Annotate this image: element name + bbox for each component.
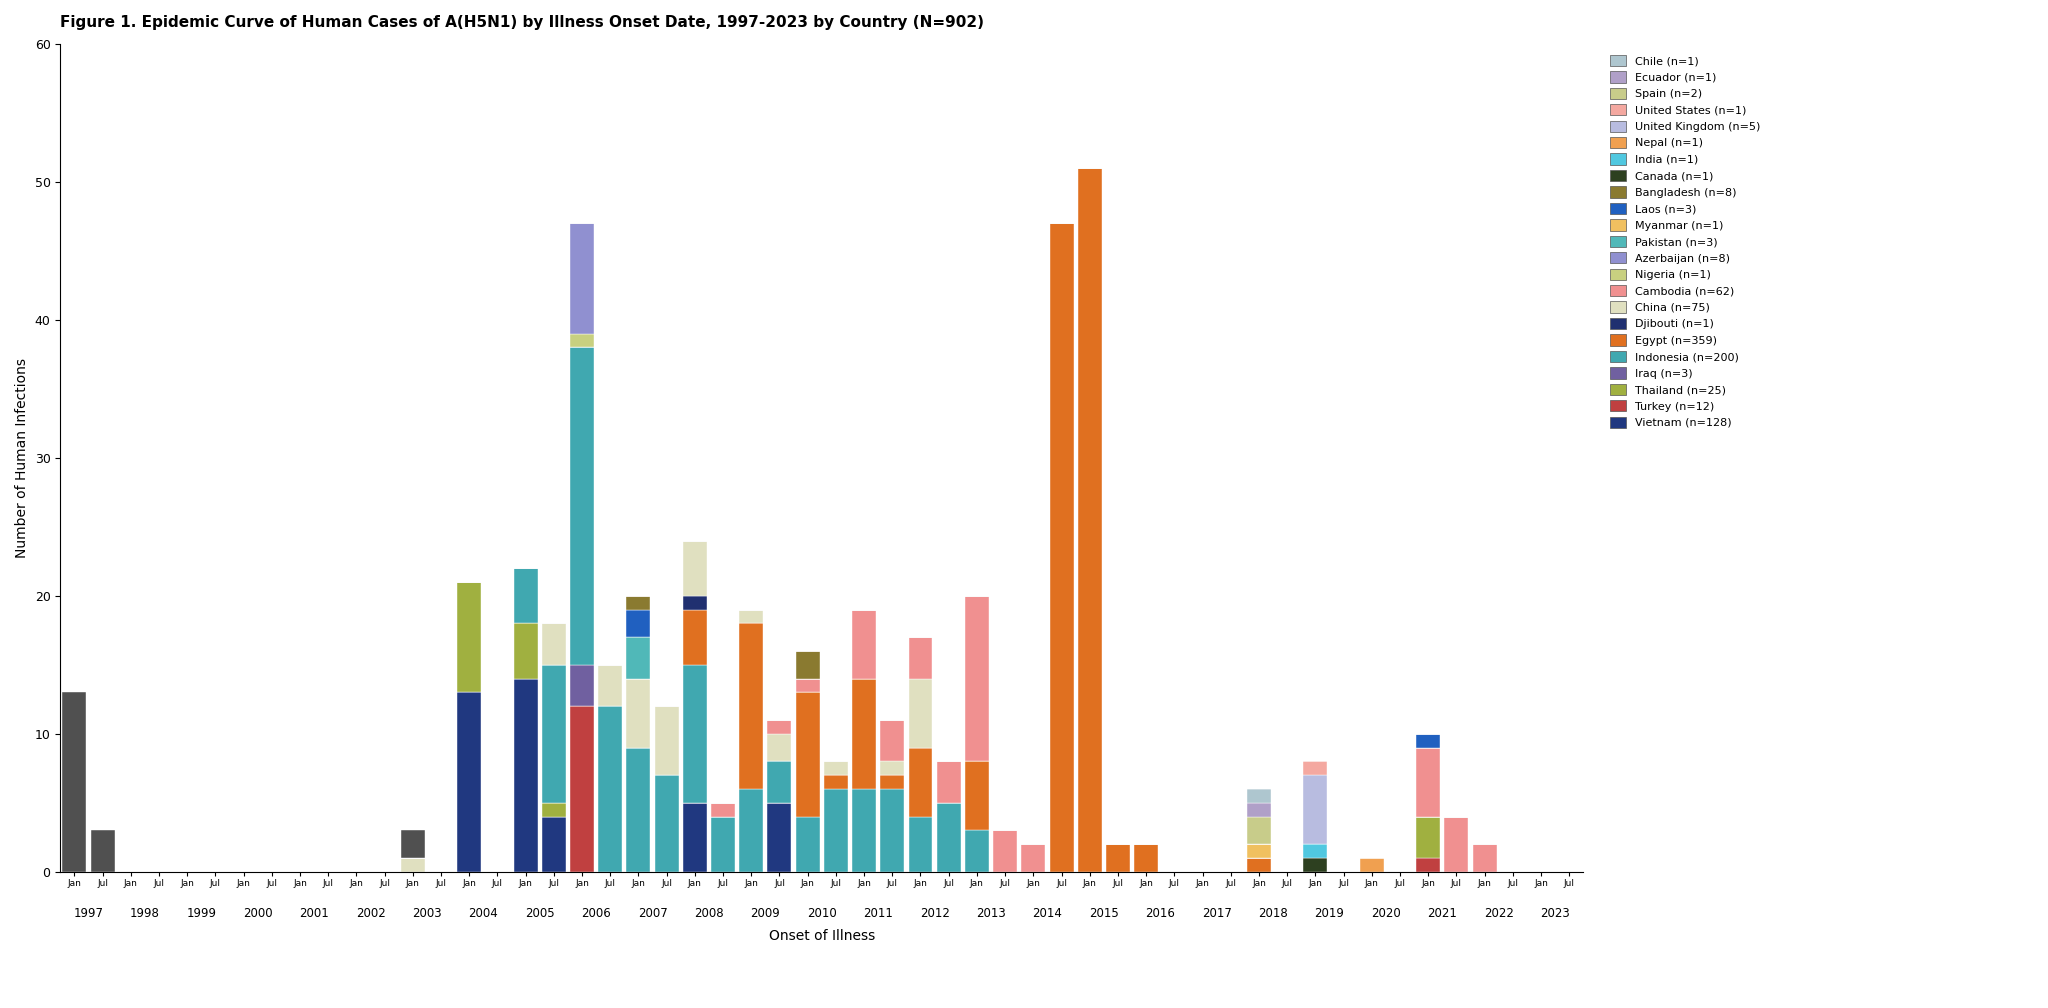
Bar — [1303, 845, 1327, 858]
Bar — [739, 610, 764, 623]
Bar — [1077, 168, 1102, 872]
Bar — [514, 678, 539, 872]
Bar — [655, 775, 678, 872]
Bar — [1360, 858, 1384, 872]
Legend: Chile (n=1), Ecuador (n=1), Spain (n=2), United States (n=1), United Kingdom (n=: Chile (n=1), Ecuador (n=1), Spain (n=2),… — [1604, 49, 1765, 433]
Bar — [768, 734, 791, 761]
Bar — [401, 858, 424, 872]
Bar — [627, 748, 651, 872]
Bar — [627, 610, 651, 637]
Bar — [598, 707, 623, 872]
Bar — [401, 831, 424, 858]
Bar — [881, 761, 905, 775]
Bar — [682, 665, 707, 802]
X-axis label: Onset of Illness: Onset of Illness — [768, 928, 874, 942]
Bar — [909, 816, 932, 872]
Bar — [1473, 845, 1497, 872]
Bar — [1247, 858, 1272, 872]
Bar — [569, 223, 594, 334]
Bar — [1247, 816, 1272, 845]
Bar — [797, 816, 819, 872]
Bar — [514, 623, 539, 678]
Bar — [457, 582, 481, 692]
Bar — [965, 761, 989, 831]
Bar — [797, 692, 819, 816]
Bar — [1106, 845, 1130, 872]
Bar — [768, 720, 791, 734]
Bar — [543, 802, 565, 816]
Bar — [711, 816, 735, 872]
Bar — [457, 692, 481, 872]
Bar — [627, 678, 651, 748]
Bar — [1247, 789, 1272, 802]
Bar — [852, 610, 877, 678]
Bar — [768, 802, 791, 872]
Bar — [739, 789, 764, 872]
Bar — [569, 334, 594, 348]
Bar — [797, 651, 819, 678]
Bar — [1303, 775, 1327, 845]
Bar — [909, 678, 932, 748]
Bar — [909, 637, 932, 678]
Bar — [682, 802, 707, 872]
Bar — [1415, 734, 1440, 748]
Y-axis label: Number of Human Infections: Number of Human Infections — [14, 358, 29, 557]
Bar — [965, 831, 989, 872]
Bar — [543, 623, 565, 665]
Bar — [1135, 845, 1157, 872]
Bar — [739, 623, 764, 789]
Bar — [569, 665, 594, 707]
Bar — [682, 610, 707, 665]
Bar — [1247, 845, 1272, 858]
Bar — [881, 720, 905, 761]
Bar — [797, 678, 819, 692]
Bar — [569, 348, 594, 665]
Bar — [881, 789, 905, 872]
Bar — [881, 775, 905, 789]
Bar — [909, 748, 932, 816]
Bar — [1415, 816, 1440, 858]
Bar — [627, 637, 651, 678]
Bar — [823, 761, 848, 775]
Bar — [682, 596, 707, 610]
Bar — [655, 707, 678, 775]
Bar — [543, 665, 565, 802]
Bar — [543, 816, 565, 872]
Bar — [852, 789, 877, 872]
Bar — [682, 540, 707, 596]
Bar — [61, 692, 86, 872]
Bar — [1415, 858, 1440, 872]
Bar — [965, 596, 989, 761]
Bar — [1415, 748, 1440, 816]
Text: Figure 1. Epidemic Curve of Human Cases of A(H5N1) by Illness Onset Date, 1997-2: Figure 1. Epidemic Curve of Human Cases … — [59, 15, 985, 30]
Bar — [823, 789, 848, 872]
Bar — [90, 831, 115, 872]
Bar — [823, 775, 848, 789]
Bar — [936, 761, 961, 802]
Bar — [569, 707, 594, 872]
Bar — [768, 761, 791, 802]
Bar — [598, 665, 623, 707]
Bar — [936, 802, 961, 872]
Bar — [711, 802, 735, 816]
Bar — [1049, 223, 1073, 872]
Bar — [627, 596, 651, 610]
Bar — [1444, 816, 1468, 872]
Bar — [1303, 858, 1327, 872]
Bar — [1022, 845, 1044, 872]
Bar — [514, 569, 539, 623]
Bar — [1303, 761, 1327, 775]
Bar — [852, 678, 877, 789]
Bar — [993, 831, 1018, 872]
Bar — [1247, 802, 1272, 816]
